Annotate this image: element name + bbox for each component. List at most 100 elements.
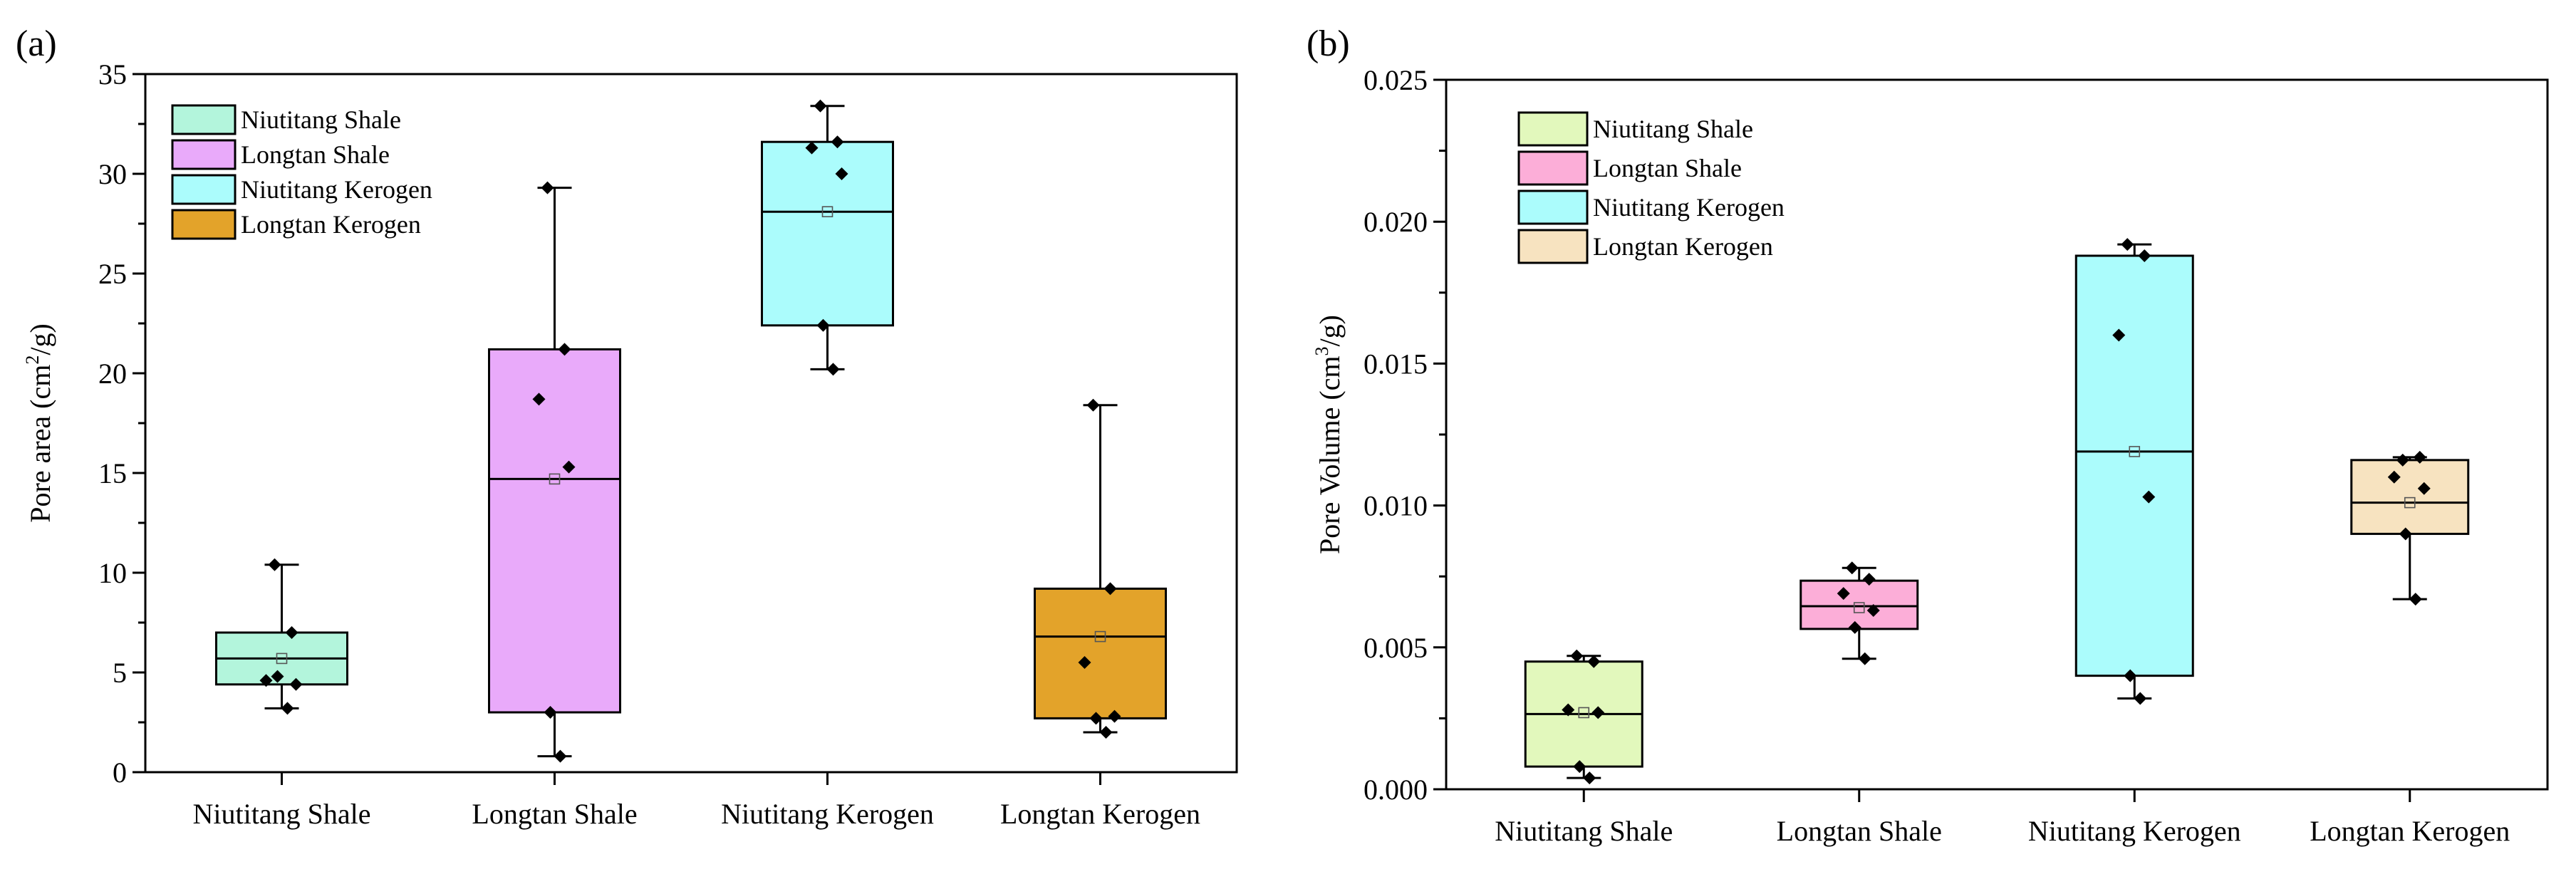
y-axis-title-unit: /g) <box>24 323 56 355</box>
x-category-label: Niutitang Kerogen <box>721 798 934 830</box>
legend-swatch <box>1517 229 1589 264</box>
y-tick-label: 30 <box>98 158 127 190</box>
data-point <box>281 702 294 715</box>
y-tick-label: 10 <box>98 557 127 589</box>
y-tick-label: 0.010 <box>1364 490 1428 522</box>
data-point <box>289 677 303 691</box>
data-point <box>2134 692 2147 705</box>
box <box>1799 579 1919 630</box>
box <box>2350 459 2470 535</box>
data-point <box>558 343 571 356</box>
legend: Niutitang Shale Longtan Shale Niutitang Ke… <box>1517 111 1785 264</box>
x-category-label: Niutitang Shale <box>193 798 371 830</box>
data-point <box>271 670 284 683</box>
y-axis-title-unit: /g) <box>1314 315 1346 346</box>
y-axis-title-main: Pore Volume (cm <box>1314 355 1346 554</box>
data-point <box>2121 238 2134 251</box>
data-point <box>268 558 281 571</box>
legend-label: Longtan Kerogen <box>241 210 421 239</box>
data-point <box>816 318 830 332</box>
y-tick-label: 35 <box>98 58 127 90</box>
data-point <box>831 135 844 149</box>
data-point <box>1866 604 1880 618</box>
data-point <box>544 706 557 719</box>
box <box>1034 587 1167 719</box>
data-point <box>285 626 298 639</box>
data-point <box>2396 453 2409 467</box>
y-tick-label: 5 <box>113 657 127 689</box>
y-tick-label: 0.025 <box>1364 64 1428 96</box>
data-point <box>1089 712 1103 725</box>
x-category-label: Longtan Kerogen <box>1000 798 1200 830</box>
y-axis-title-sup: 3 <box>1312 346 1332 355</box>
legend-swatch <box>171 139 237 170</box>
x-category-label: Longtan Kerogen <box>2310 815 2510 847</box>
box-group-niutitang-shale <box>1524 649 1643 785</box>
legend-label: Niutitang Shale <box>241 105 401 134</box>
data-point <box>835 167 848 180</box>
legend-swatch <box>171 209 237 240</box>
legend-label: Longtan Kerogen <box>1593 232 1773 261</box>
data-point <box>2138 249 2151 263</box>
legend-swatch <box>171 104 237 135</box>
y-tick-label: 0.000 <box>1364 774 1428 806</box>
y-tick-label: 20 <box>98 358 127 390</box>
data-point <box>1845 561 1859 575</box>
legend-label: Longtan Shale <box>1593 154 1742 182</box>
data-point <box>2387 470 2401 484</box>
data-point <box>1587 655 1601 668</box>
x-category-label: Longtan Shale <box>1777 815 1942 847</box>
data-point <box>2417 482 2431 495</box>
data-point <box>2142 490 2156 504</box>
panel-label: (b) <box>1307 24 1350 64</box>
box <box>2074 254 2194 677</box>
mean-marker <box>549 473 561 485</box>
mean-marker <box>821 206 833 218</box>
data-point <box>1573 760 1586 774</box>
box-group-longtan-shale <box>488 181 621 763</box>
data-point <box>2399 527 2412 541</box>
y-tick-label: 25 <box>98 258 127 290</box>
box <box>488 348 621 714</box>
data-point <box>1103 582 1117 596</box>
legend-swatch <box>171 174 237 205</box>
data-point <box>1562 703 1575 717</box>
mean-marker <box>276 653 288 665</box>
data-point <box>826 363 840 376</box>
data-point <box>1862 573 1876 586</box>
data-point <box>1078 656 1091 669</box>
box-group-niutitang-kerogen <box>2074 238 2194 705</box>
mean-marker <box>2129 446 2141 457</box>
data-point <box>1086 398 1100 412</box>
x-category-label: Longtan Shale <box>472 798 637 830</box>
y-axis-title-main: Pore area (cm <box>24 365 56 523</box>
box-group-niutitang-shale <box>215 558 348 715</box>
box-group-niutitang-kerogen <box>761 99 894 376</box>
data-point <box>1099 726 1113 739</box>
legend-label: Niutitang Kerogen <box>1593 193 1785 222</box>
y-tick-label: 15 <box>98 457 127 489</box>
y-axis-title: Pore Volume (cm3/g) <box>1312 315 1346 554</box>
box-group-longtan-kerogen <box>1034 398 1167 739</box>
box <box>761 140 894 327</box>
box-group-longtan-shale <box>1799 561 1919 665</box>
data-point <box>541 181 554 194</box>
data-point <box>1858 652 1871 665</box>
box-group-longtan-kerogen <box>2350 450 2470 606</box>
legend-swatch <box>1517 189 1589 225</box>
mean-marker <box>2404 497 2416 509</box>
data-point <box>532 392 546 406</box>
y-axis-title: Pore area (cm2/g) <box>22 323 56 523</box>
data-point <box>554 749 567 763</box>
mean-marker <box>1094 630 1106 643</box>
panel-label: (a) <box>16 24 57 64</box>
plot-frame <box>1445 78 2549 791</box>
y-tick-label: 0.005 <box>1364 632 1428 664</box>
y-axis-title-sup: 2 <box>22 355 43 365</box>
x-category-label: Niutitang Shale <box>1495 815 1673 847</box>
data-point <box>2124 669 2137 682</box>
data-point <box>814 99 827 113</box>
mean-marker <box>1578 707 1590 719</box>
legend-swatch <box>1517 150 1589 186</box>
